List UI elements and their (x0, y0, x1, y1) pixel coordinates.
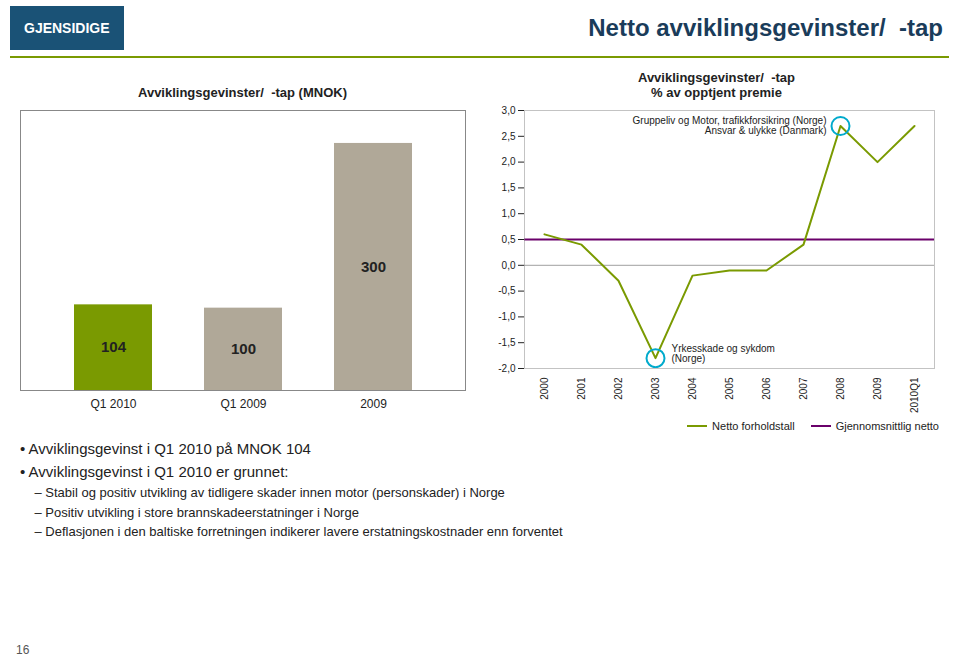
svg-text:104: 104 (101, 338, 127, 355)
svg-text:100: 100 (231, 340, 256, 357)
svg-text:2,5: 2,5 (502, 131, 516, 142)
html-text:Netto forholdstall: Netto forholdstall (712, 420, 795, 432)
svg-text:1,5: 1,5 (502, 182, 516, 193)
html-text:• Avviklingsgevinst i Q1 2010: • Avviklingsgevinst i Q1 2010 på MNOK 10… (20, 440, 311, 457)
svg-text:-1,0: -1,0 (498, 311, 516, 322)
svg-text:Q1 2009: Q1 2009 (220, 397, 266, 411)
html-text:16: 16 (16, 643, 30, 657)
html-text:– Deflasjonen i den baltiske f: – Deflasjonen i den baltiske forretninge… (20, 524, 563, 539)
html-text:– Stabil og positiv utvikling: – Stabil og positiv utvikling av tidlige… (20, 485, 505, 500)
svg-text:2002: 2002 (613, 377, 624, 400)
svg-text:-2,0: -2,0 (498, 363, 516, 374)
svg-text:-0,5: -0,5 (498, 285, 516, 296)
svg-text:Q1 2010: Q1 2010 (90, 397, 136, 411)
svg-text:0,0: 0,0 (502, 260, 516, 271)
svg-text:300: 300 (361, 258, 386, 275)
svg-text:Yrkesskade og sykdom(Norge): Yrkesskade og sykdom(Norge) (672, 343, 775, 364)
html-text:• Avviklingsgevinst i Q1 2010: • Avviklingsgevinst i Q1 2010 er grunnet… (20, 462, 289, 480)
html-text:GJENSIDIGE: GJENSIDIGE (24, 20, 110, 36)
html-text:Avviklingsgevinster/ -tap (MNO: Avviklingsgevinster/ -tap (MNOK) (138, 85, 347, 100)
svg-text:2,0: 2,0 (502, 156, 516, 167)
html-text:Avviklingsgevinster/ -tap % av: Avviklingsgevinster/ -tap % av opptjent … (638, 70, 795, 100)
svg-text:2004: 2004 (687, 377, 698, 400)
html-text:– Positiv utvikling i store br: – Positiv utvikling i store brannskadeer… (20, 504, 359, 520)
svg-text:-1,5: -1,5 (498, 337, 516, 348)
svg-text:2008: 2008 (835, 377, 846, 400)
svg-text:2001: 2001 (576, 377, 587, 400)
svg-text:Gruppeliv og Motor, trafikkfor: Gruppeliv og Motor, trafikkforsikring (N… (633, 115, 827, 136)
svg-text:2003: 2003 (650, 377, 661, 400)
svg-text:2006: 2006 (761, 377, 772, 400)
svg-text:2005: 2005 (724, 377, 735, 400)
svg-text:2007: 2007 (798, 377, 809, 400)
svg-text:2010Q1: 2010Q1 (909, 377, 920, 413)
html-text:Netto avviklingsgevinster/ -ta: Netto avviklingsgevinster/ -tap (588, 14, 943, 41)
svg-text:2000: 2000 (539, 377, 550, 400)
svg-text:1,0: 1,0 (502, 208, 516, 219)
html-text:Gjennomsnittlig netto: Gjennomsnittlig netto (835, 420, 939, 432)
svg-text:0,5: 0,5 (502, 234, 516, 245)
svg-text:3,0: 3,0 (502, 105, 516, 116)
svg-text:2009: 2009 (360, 397, 387, 411)
svg-text:2009: 2009 (872, 377, 883, 400)
